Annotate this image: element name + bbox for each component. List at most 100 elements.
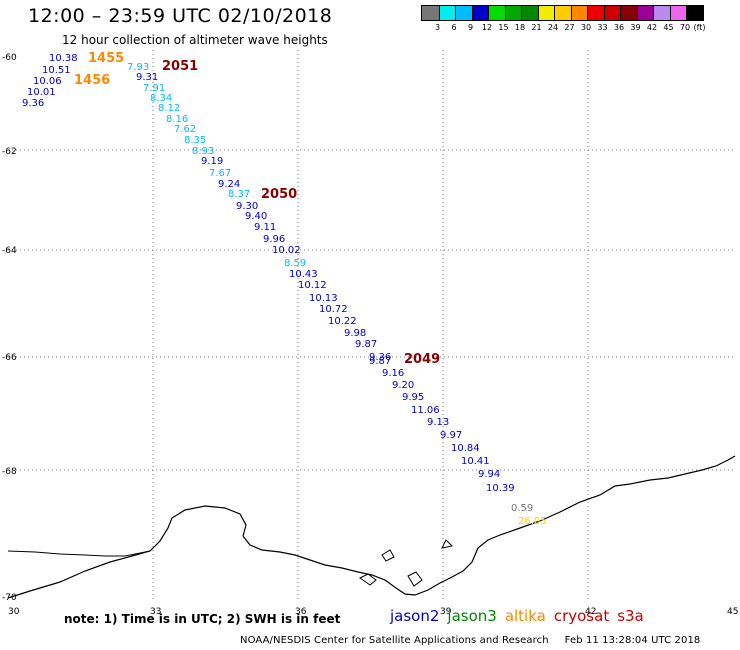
legend-swatch	[669, 6, 686, 20]
wave-height-value: 10.22	[328, 316, 357, 327]
satellite-altika: altika	[504, 607, 546, 625]
wave-height-value: 10.38	[49, 53, 78, 64]
wave-height-value: 10.06	[33, 76, 62, 87]
wave-height-value: 8.93	[192, 146, 214, 157]
legend-swatch	[603, 6, 620, 20]
pass-time-label: 2051	[162, 59, 198, 74]
wave-height-value: 9.13	[427, 417, 449, 428]
legend-label: 6	[451, 23, 457, 32]
pass-time-label: 2049	[404, 352, 440, 367]
wave-height-value: 8.16	[166, 114, 188, 125]
legend-label: 42	[646, 23, 658, 32]
map-grid	[8, 50, 735, 600]
wave-height-value: 9.40	[245, 211, 267, 222]
wave-height-value: 7.67	[209, 168, 231, 179]
wave-height-value: 10.01	[27, 87, 56, 98]
legend-label: 30	[580, 23, 592, 32]
latitude-tick-label: -60	[2, 53, 17, 63]
legend-swatch	[422, 6, 439, 20]
page-title: 12:00 – 23:59 UTC 02/10/2018	[28, 5, 333, 27]
wave-height-value: 8.35	[184, 135, 206, 146]
credit-footer: NOAA/NESDIS Center for Satellite Applica…	[240, 635, 700, 646]
color-scale-labels: 3 6 9 12 15 18 21 24 27 30 33 36 39 42 45 70 (ft)	[421, 21, 706, 33]
wave-height-value: 10.41	[461, 456, 490, 467]
wave-height-value: 10.02	[272, 245, 301, 256]
legend-swatch	[438, 6, 455, 20]
page-subtitle: 12 hour collection of altimeter wave hei…	[62, 33, 328, 47]
wave-height-value: 9.97	[440, 430, 462, 441]
wave-height-value: 8.12	[158, 103, 180, 114]
legend-swatch	[488, 6, 505, 20]
wave-height-value: 8.59	[284, 258, 306, 269]
satellite-jason2: jason2	[390, 607, 440, 625]
legend-swatch	[471, 6, 488, 20]
legend-label: 27	[564, 23, 575, 32]
legend-label: 33	[597, 23, 608, 32]
latitude-tick-label: -70	[2, 593, 17, 603]
wave-height-value: 9.36	[369, 352, 391, 363]
color-scale-swatches	[421, 5, 704, 21]
legend-label: 36	[613, 23, 625, 32]
wave-height-value: 9.31	[136, 72, 158, 83]
wave-height-value: 8.37	[228, 189, 250, 200]
wave-height-value: 9.98	[344, 328, 366, 339]
legend-label: 3	[434, 23, 441, 32]
wave-height-value: 9.94	[478, 469, 500, 480]
wave-height-value: 26.05	[518, 516, 547, 527]
satellite-jason3: jason3	[447, 607, 497, 625]
axis-tick-labels: 30 33 36 39 42 45 -60 -62 -64 -66 -68 -70	[2, 53, 738, 617]
pass-time-label: 1455	[88, 51, 124, 66]
wave-height-value: 9.87	[369, 356, 391, 367]
wave-height-value: 0.59	[511, 503, 533, 514]
wave-height-value: 9.11	[254, 222, 276, 233]
longitude-tick-label: 45	[727, 607, 738, 617]
latitude-tick-label: -66	[2, 353, 17, 363]
legend-swatch	[636, 6, 653, 20]
latitude-tick-label: -62	[2, 147, 17, 157]
legend-swatch	[554, 6, 571, 20]
wave-height-value: 10.12	[298, 280, 327, 291]
satellite-s3a: s3a	[617, 607, 644, 625]
legend-label: (ft)	[693, 23, 706, 32]
wave-height-value: 10.43	[289, 269, 318, 280]
coastal-islands	[359, 539, 454, 587]
wave-height-value: 9.36	[22, 98, 44, 109]
wave-height-values: 10.3810.5110.0610.019.367.939.317.918.34…	[22, 53, 547, 527]
pass-time-label: 2050	[261, 187, 297, 202]
legend-label: 39	[630, 23, 641, 32]
wave-height-value: 10.13	[309, 293, 338, 304]
longitude-tick-label: 39	[440, 607, 452, 617]
wave-height-value: 10.51	[42, 65, 71, 76]
legend-swatch	[686, 6, 703, 20]
longitude-tick-label: 42	[585, 607, 596, 617]
footnote: note: 1) Time is in UTC; 2) SWH is in fe…	[64, 612, 341, 626]
wave-height-value: 10.84	[451, 443, 480, 454]
wave-height-value: 9.87	[355, 339, 377, 350]
wave-height-value: 9.24	[218, 179, 240, 190]
legend-swatch	[653, 6, 670, 20]
legend-label: 21	[531, 23, 542, 32]
credit-text: NOAA/NESDIS Center for Satellite Applica…	[240, 635, 549, 646]
wave-height-value: 9.95	[402, 392, 424, 403]
wave-height-value: 7.93	[127, 62, 149, 73]
legend-swatch	[620, 6, 637, 20]
wave-height-value: 9.16	[382, 368, 404, 379]
legend-label: 15	[498, 23, 509, 32]
legend-swatch	[587, 6, 604, 20]
longitude-tick-label: 36	[295, 607, 307, 617]
wave-height-value: 9.20	[392, 380, 414, 391]
wave-height-value: 7.91	[143, 83, 165, 94]
legend-swatch	[455, 6, 472, 20]
satellite-legend: jason2 jason3 altika cryosat s3a	[390, 607, 652, 625]
wave-height-value: 8.34	[150, 93, 172, 104]
latitude-tick-label: -68	[2, 467, 17, 477]
satellite-cryosat: cryosat	[553, 607, 610, 625]
legend-swatch	[521, 6, 538, 20]
legend-label: 45	[663, 23, 674, 32]
legend-label: 70	[679, 23, 691, 32]
legend-swatch	[537, 6, 554, 20]
legend-label: 18	[514, 23, 526, 32]
wave-height-value: 10.39	[486, 483, 515, 494]
legend-label: 9	[467, 23, 474, 32]
longitude-tick-label: 30	[8, 607, 20, 617]
